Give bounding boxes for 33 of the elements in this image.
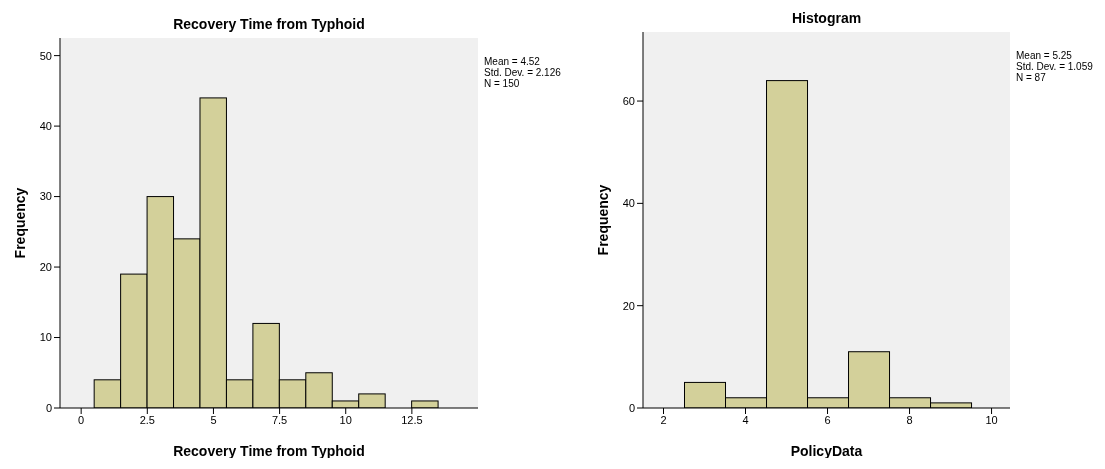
x-axis-title: PolicyData — [790, 443, 863, 459]
x-tick-label: 0 — [78, 413, 85, 426]
text: Mean = 5.25 — [1016, 50, 1073, 61]
y-tick-label: 30 — [39, 190, 52, 203]
x-tick-label: 10 — [985, 413, 998, 426]
text: N = 87 — [1016, 72, 1047, 83]
y-tick-label: 20 — [39, 260, 52, 273]
text: Mean = 4.52 — [484, 56, 541, 67]
x-axis-title: Recovery Time from Typhoid — [173, 443, 365, 459]
text: N = 150 — [484, 78, 521, 89]
chart-title: Recovery Time from Typhoid — [172, 16, 366, 32]
x-tick-label: 6 — [824, 413, 831, 426]
y-tick-label: 0 — [45, 401, 52, 414]
y-axis-title: Frequency — [594, 184, 611, 256]
y-axis-title: Frequency — [11, 187, 28, 259]
x-tick-label: 10 — [339, 413, 352, 426]
x-tick-label: 2 — [660, 413, 667, 426]
y-tick-label: 50 — [39, 49, 52, 62]
y-tick-label: 10 — [39, 331, 52, 344]
x-tick-label: 12.5 — [401, 413, 423, 426]
chart-title: Histogram — [790, 10, 863, 26]
x-tick-label: 7.5 — [271, 413, 288, 426]
y-tick-label: 0 — [628, 401, 635, 414]
x-tick-label: 5 — [210, 413, 217, 426]
y-tick-label: 40 — [622, 197, 635, 210]
y-tick-label: 40 — [39, 120, 52, 132]
text: Std. Dev. = 2.126 — [484, 67, 561, 78]
x-tick-label: 2.5 — [139, 413, 155, 426]
y-tick-label: 20 — [622, 299, 635, 312]
x-tick-label: 4 — [742, 413, 749, 426]
y-tick-label: 60 — [622, 94, 635, 107]
x-tick-label: 8 — [906, 413, 913, 426]
text: Std. Dev. = 1.059 — [1016, 61, 1093, 72]
